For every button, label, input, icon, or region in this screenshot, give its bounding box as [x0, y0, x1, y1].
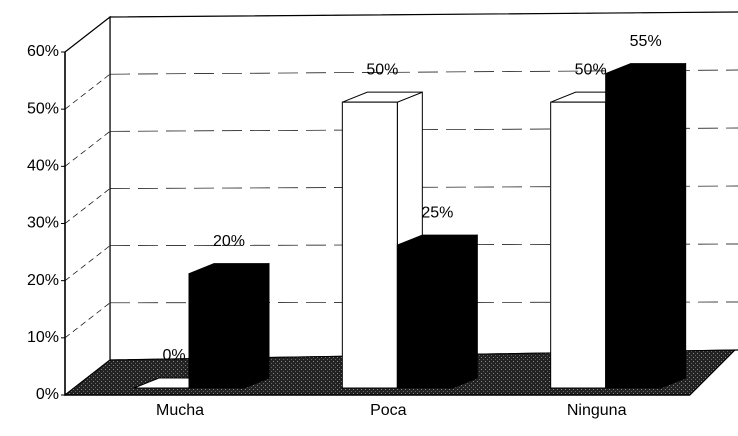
y-tick-label: 0%: [36, 386, 59, 403]
y-tick-label: 50%: [27, 100, 59, 117]
value-label: 0%: [162, 347, 185, 364]
x-tick-label: Poca: [370, 402, 407, 419]
y-tick-label: 60%: [27, 43, 59, 60]
bar: [550, 101, 607, 389]
value-label: 50%: [366, 61, 398, 78]
bar-side: [451, 234, 478, 389]
value-label: 25%: [421, 204, 453, 221]
grid-line: [109, 69, 738, 75]
bar: [188, 273, 245, 389]
x-tick-label: Ninguna: [567, 402, 627, 419]
bar: [605, 73, 662, 389]
grid-line: [109, 11, 738, 18]
y-tick-label: 10%: [27, 329, 59, 346]
side-wall: [64, 15, 111, 397]
bar: [341, 101, 398, 389]
value-label: 55%: [630, 33, 662, 50]
x-tick-label: Mucha: [156, 402, 204, 419]
y-tick-label: 30%: [27, 215, 59, 232]
y-tick-label: 20%: [27, 272, 59, 289]
bar: [396, 244, 453, 389]
bar-side: [660, 62, 687, 389]
value-label: 20%: [213, 233, 245, 250]
y-tick-label: 40%: [27, 158, 59, 175]
bar-side: [243, 262, 270, 389]
grid-line: [109, 185, 738, 189]
value-label: 50%: [575, 61, 607, 78]
grid-line: [109, 127, 738, 132]
